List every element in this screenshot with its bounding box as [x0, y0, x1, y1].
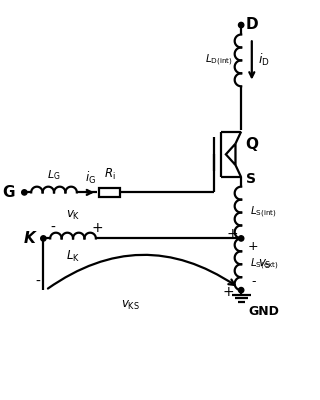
Text: -: -	[251, 275, 256, 288]
Circle shape	[238, 236, 244, 241]
Text: $v_\mathrm{K}$: $v_\mathrm{K}$	[66, 209, 81, 222]
Text: -: -	[35, 275, 40, 289]
Text: K: K	[24, 231, 36, 246]
Polygon shape	[226, 144, 236, 165]
Text: $\mathit{i}_\mathrm{G}$: $\mathit{i}_\mathrm{G}$	[85, 170, 96, 186]
Text: $v_\mathrm{S}$: $v_\mathrm{S}$	[258, 258, 272, 271]
Text: D: D	[246, 17, 258, 32]
Text: +: +	[92, 221, 104, 235]
Text: +: +	[227, 227, 239, 241]
Circle shape	[41, 236, 46, 241]
Text: +: +	[248, 240, 259, 253]
Text: $L_\mathrm{G}$: $L_\mathrm{G}$	[47, 168, 61, 182]
Text: GND: GND	[248, 304, 279, 318]
Text: +: +	[222, 285, 234, 299]
Text: -: -	[51, 221, 55, 235]
Circle shape	[22, 190, 27, 195]
Text: $v_\mathrm{KS}$: $v_\mathrm{KS}$	[121, 299, 140, 312]
Text: G: G	[2, 185, 15, 200]
Text: $R_\mathrm{i}$: $R_\mathrm{i}$	[103, 167, 115, 182]
Circle shape	[238, 22, 244, 28]
Text: $L_\mathrm{K}$: $L_\mathrm{K}$	[66, 249, 80, 264]
Text: Q: Q	[246, 137, 259, 152]
Text: $L_\mathrm{D(int)}$: $L_\mathrm{D(int)}$	[205, 53, 233, 68]
Bar	[99, 188, 120, 196]
Text: S: S	[246, 172, 256, 186]
Text: $\mathit{i}_\mathrm{D}$: $\mathit{i}_\mathrm{D}$	[258, 52, 270, 68]
Circle shape	[238, 288, 244, 293]
Text: $L_\mathrm{S(ext)}$: $L_\mathrm{S(ext)}$	[250, 256, 278, 272]
Text: $L_\mathrm{S(int)}$: $L_\mathrm{S(int)}$	[250, 205, 276, 220]
